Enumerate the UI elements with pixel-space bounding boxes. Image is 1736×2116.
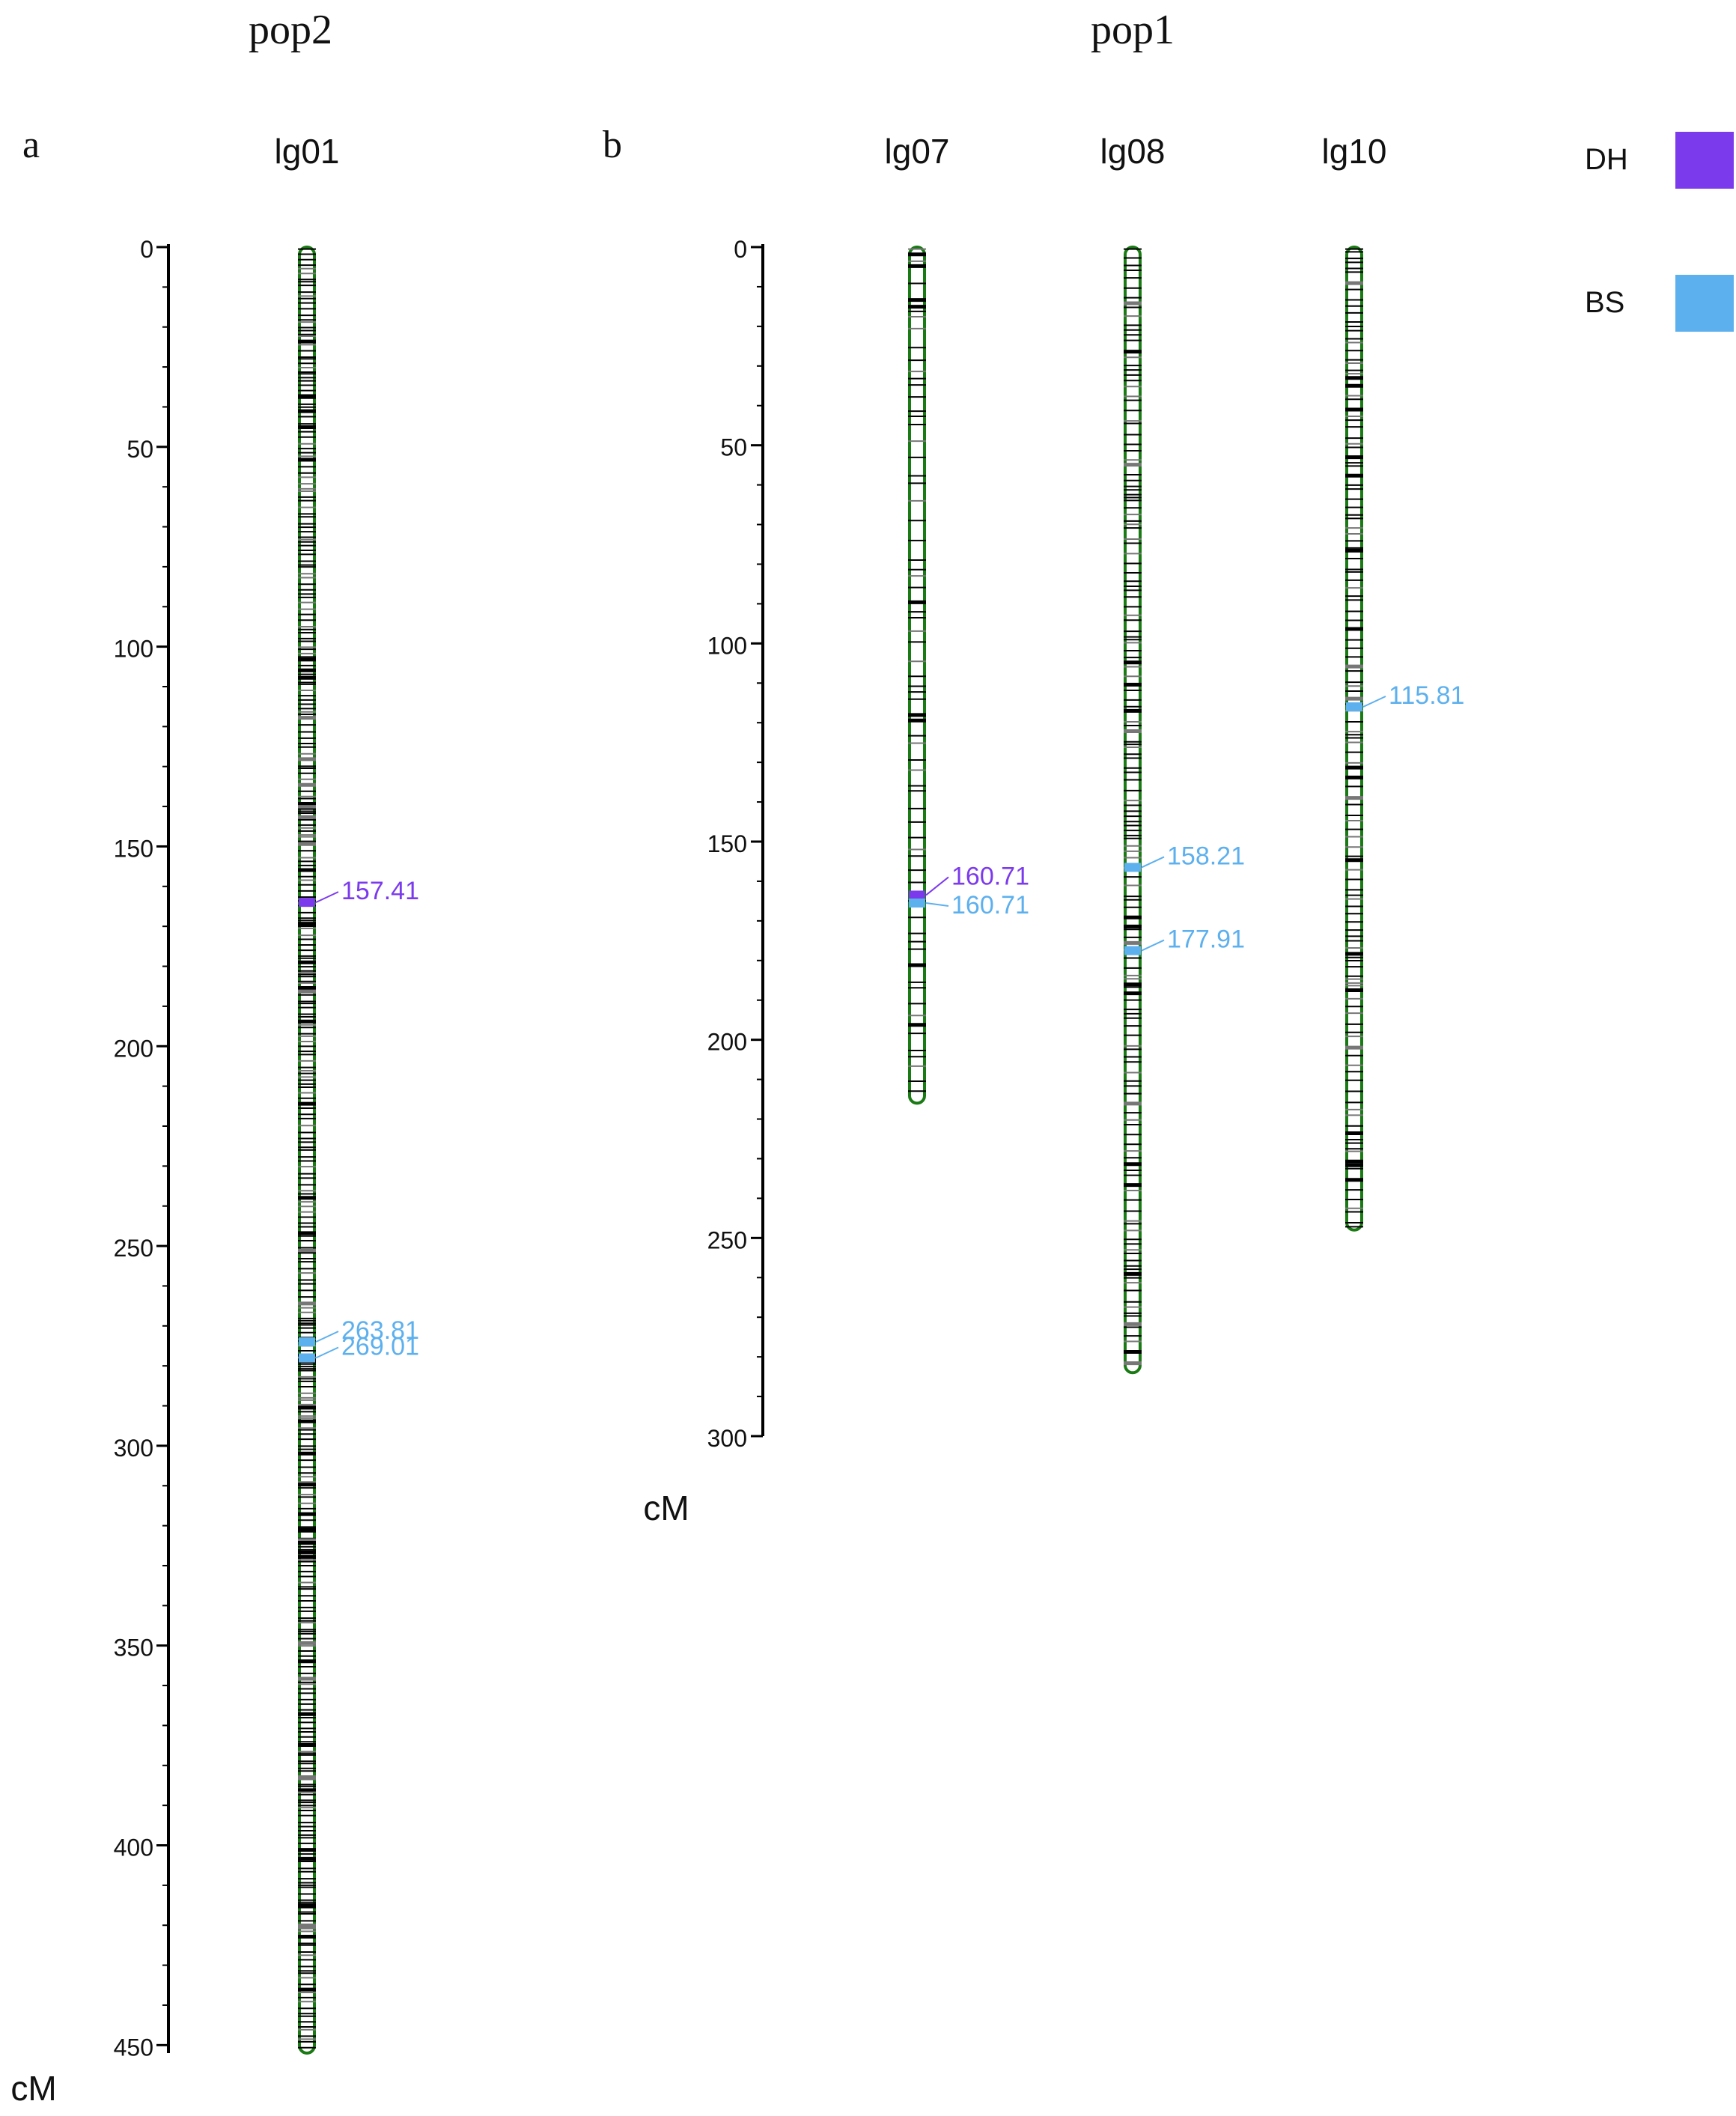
linkage-group-name: lg07: [885, 132, 950, 171]
panel-label-b: b: [603, 124, 622, 166]
qtl-leader-line: [315, 1346, 339, 1359]
axis-tick-label: 50: [127, 436, 153, 463]
qtl-band-bs: [299, 1353, 315, 1363]
qtl-label: 160.71: [951, 891, 1029, 919]
axis-tick-label: 350: [114, 1635, 153, 1662]
qtl-leader-line: [1362, 696, 1386, 708]
legend-label-bs: BS: [1585, 286, 1624, 319]
axis-tick-label: 150: [707, 830, 747, 857]
qtl-label: 158.21: [1167, 842, 1245, 870]
axis-tick-label: 100: [114, 636, 153, 663]
qtl-band-dh: [909, 890, 925, 900]
axis-tick-label: 250: [114, 1235, 153, 1262]
qtl-label: 157.41: [341, 877, 419, 905]
axis-tick-label: 200: [707, 1029, 747, 1056]
qtl-leader-line: [1141, 856, 1165, 869]
qtl-label: 263.81: [341, 1316, 419, 1345]
axis-tick-label: 200: [114, 1035, 153, 1062]
qtl-label: 160.71: [951, 862, 1029, 890]
panel-label-a: a: [22, 124, 40, 166]
legend-swatch-dh: [1675, 132, 1734, 189]
qtl-leader-line: [925, 902, 949, 907]
axis-tick-label: 100: [707, 632, 747, 659]
qtl-leader-line: [925, 876, 949, 896]
axis-unit-label: cM: [643, 1489, 689, 1527]
qtl-band-bs: [1124, 863, 1141, 872]
axis-tick-label: 450: [114, 2034, 153, 2061]
population-label-pop1: pop1: [1091, 7, 1175, 53]
qtl-band-bs: [299, 1337, 315, 1347]
axis-tick-label: 250: [707, 1226, 747, 1253]
qtl-band-bs: [1346, 702, 1362, 712]
qtl-leader-line: [315, 1331, 339, 1343]
qtl-label: 115.81: [1389, 681, 1464, 710]
legend-label-dh: DH: [1585, 143, 1628, 176]
qtl-leader-line: [315, 891, 339, 904]
qtl-band-bs: [1124, 946, 1141, 955]
qtl-label: 269.01: [341, 1332, 419, 1360]
panel-a: 0 50 100 150 200 250 300 350 400 450 cM lg01 157.41 2…: [10, 132, 419, 2108]
population-label-pop2: pop2: [249, 7, 332, 53]
qtl-leader-line: [1141, 939, 1165, 952]
chromosome-bar: [908, 246, 926, 1105]
axis-tick-label: 150: [114, 835, 153, 862]
chromosome-bar: [1124, 246, 1142, 1375]
linkage-group-lg08: lg08 158.21 177.91: [1100, 132, 1245, 1375]
linkage-group-lg10: lg10 115.81: [1322, 132, 1464, 1232]
axis-tick-label: 400: [114, 1834, 153, 1861]
axis-tick-label: 0: [140, 236, 153, 263]
legend: DH BS: [1585, 132, 1734, 332]
linkage-group-name: lg01: [275, 132, 340, 171]
axis-tick-label: 50: [720, 434, 747, 461]
legend-swatch-bs: [1675, 275, 1734, 332]
linkage-group-name: lg10: [1322, 132, 1387, 171]
axis-unit-label: cM: [10, 2069, 56, 2108]
qtl-label: 177.91: [1167, 925, 1245, 954]
axis-tick-label: 300: [707, 1425, 747, 1452]
linkage-group-name: lg08: [1100, 132, 1166, 171]
qtl-band-bs: [909, 899, 925, 908]
axis-tick-label: 0: [734, 236, 747, 263]
axis-tick-label: 300: [114, 1435, 153, 1462]
qtl-band-dh: [299, 898, 315, 907]
